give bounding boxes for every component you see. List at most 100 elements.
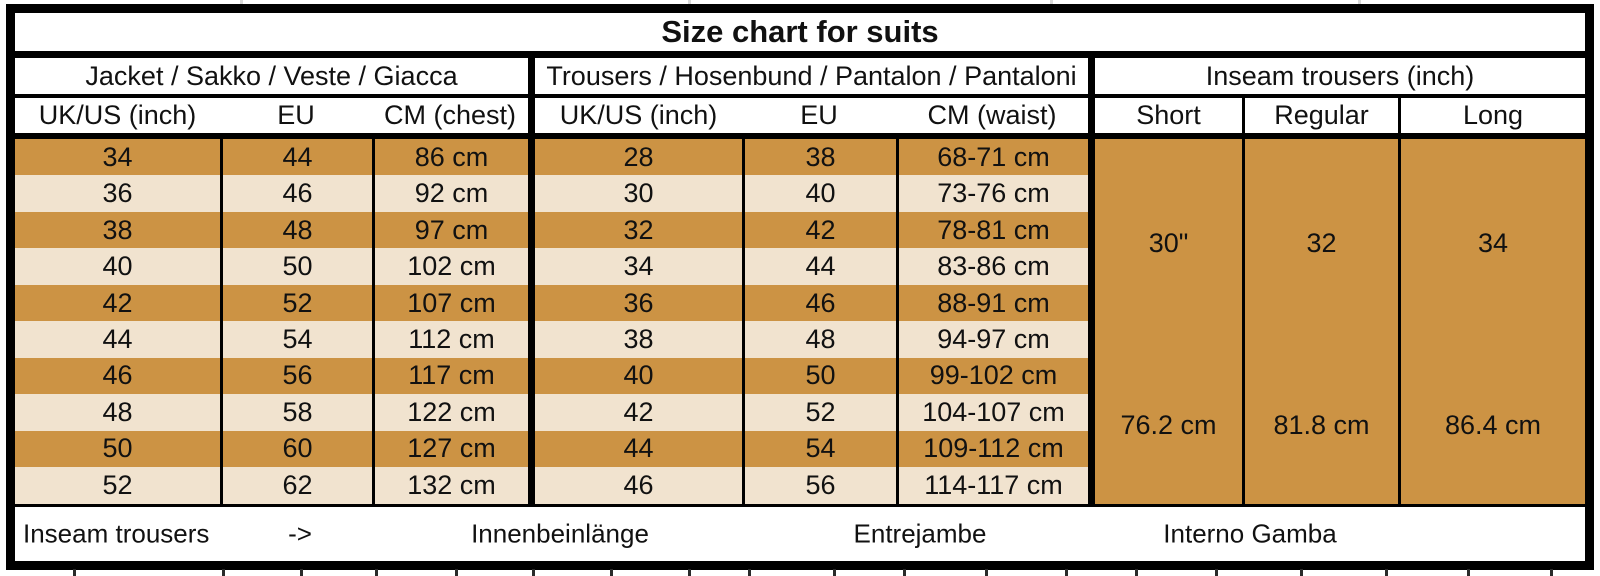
gridline-stub <box>1065 569 1068 576</box>
inseam-col-regular: Regular <box>1242 98 1398 133</box>
table-cell: 107 cm <box>372 284 528 322</box>
table-row: 34 44 83-86 cm <box>535 248 1088 285</box>
gridline-stub <box>1135 569 1138 576</box>
table-cell: 44 <box>742 248 896 285</box>
table-cell: 40 <box>535 357 742 395</box>
table-cell: 54 <box>220 321 372 358</box>
jacket-group-header: Jacket / Sakko / Veste / Giacca <box>15 58 535 94</box>
table-row: 30 40 73-76 cm <box>535 175 1088 212</box>
group-header-row: Jacket / Sakko / Veste / Giacca Trousers… <box>15 58 1585 98</box>
trousers-col-eu: EU <box>800 100 838 130</box>
table-cell: 48 <box>742 321 896 358</box>
table-row: 40 50 102 cm <box>15 248 528 285</box>
table-row: 40 50 99-102 cm <box>535 357 1088 395</box>
table-row: 34 44 86 cm <box>15 139 528 176</box>
arrow-icon: -> <box>288 518 312 549</box>
column-header-row: UK/US (inch) EU CM (chest) UK/US (inch) … <box>15 98 1585 139</box>
gridline-stub <box>833 569 836 576</box>
gridline-stub <box>688 569 691 576</box>
table-cell: 60 <box>220 430 372 468</box>
table-cell: 127 cm <box>372 430 528 468</box>
table-row: 48 58 122 cm <box>15 394 528 431</box>
trousers-col-cm: CM (waist) <box>927 100 1057 130</box>
jacket-col-ukus: UK/US (inch) <box>38 100 197 130</box>
table-cell: 34 <box>15 139 220 176</box>
table-cell: 34 <box>535 248 742 285</box>
gridline-stub <box>985 569 988 576</box>
inseam-col-long: Long <box>1398 98 1585 133</box>
inseam-long-inch: 34 <box>1398 139 1585 322</box>
gridline-stub <box>1215 569 1218 576</box>
table-row: 36 46 92 cm <box>15 175 528 212</box>
trousers-group-header: Trousers / Hosenbund / Pantalon / Pantal… <box>535 58 1095 94</box>
gridline-stub <box>1467 569 1470 576</box>
gridline-stub <box>455 569 458 576</box>
table-cell: 68-71 cm <box>896 139 1088 176</box>
gridline-stub <box>1358 0 1361 4</box>
gridline-stub <box>300 569 303 576</box>
gridline-stub <box>73 569 76 576</box>
table-cell: 104-107 cm <box>896 394 1088 431</box>
table-cell: 38 <box>535 321 742 358</box>
gridline-stub <box>1385 569 1388 576</box>
table-cell: 114-117 cm <box>896 467 1088 504</box>
footer-label-fr: Entrejambe <box>853 518 987 549</box>
table-cell: 99-102 cm <box>896 357 1088 395</box>
table-cell: 50 <box>742 357 896 395</box>
gridline-stub <box>532 569 535 576</box>
table-cell: 92 cm <box>372 175 528 212</box>
trousers-rows: 28 38 68-71 cm 30 40 73-76 cm 32 42 78-8… <box>535 139 1095 504</box>
table-cell: 52 <box>742 394 896 431</box>
table-cell: 44 <box>220 139 372 176</box>
table-cell: 54 <box>742 430 896 468</box>
table-row: 52 62 132 cm <box>15 467 528 504</box>
table-cell: 48 <box>15 394 220 431</box>
jacket-col-cm: CM (chest) <box>383 100 516 130</box>
table-cell: 97 cm <box>372 211 528 249</box>
gridline-stub <box>1300 569 1303 576</box>
table-cell: 132 cm <box>372 467 528 504</box>
table-cell: 32 <box>535 211 742 249</box>
table-cell: 40 <box>742 175 896 212</box>
inseam-short-cm: 76.2 cm <box>1120 409 1217 440</box>
table-row: 32 42 78-81 cm <box>535 211 1088 249</box>
table-cell: 102 cm <box>372 248 528 285</box>
gridline-stub <box>222 569 225 576</box>
table-cell: 42 <box>535 394 742 431</box>
jacket-rows: 34 44 86 cm 36 46 92 cm 38 48 97 cm <box>15 139 535 504</box>
table-row: 28 38 68-71 cm <box>535 139 1088 176</box>
table-cell: 109-112 cm <box>896 430 1088 468</box>
gridline-stub <box>375 569 378 576</box>
table-cell: 48 <box>220 211 372 249</box>
jacket-group-label: Jacket / Sakko / Veste / Giacca <box>85 60 458 91</box>
table-cell: 58 <box>220 394 372 431</box>
table-cell: 40 <box>15 248 220 285</box>
gridline-stub <box>1050 0 1053 4</box>
inseam-regular-inch: 32 <box>1242 139 1398 322</box>
inseam-regular-cm: 81.8 cm <box>1242 321 1398 504</box>
table-cell: 28 <box>535 139 742 176</box>
inseam-cm-row: 76.2 cm 81.8 cm 86.4 cm <box>1095 321 1585 504</box>
table-row: 50 60 127 cm <box>15 430 528 468</box>
table-cell: 42 <box>742 211 896 249</box>
table-cell: 117 cm <box>372 357 528 395</box>
table-row: 42 52 104-107 cm <box>535 394 1088 431</box>
table-cell: 36 <box>15 175 220 212</box>
table-row: 46 56 117 cm <box>15 357 528 395</box>
table-row: 46 56 114-117 cm <box>535 467 1088 504</box>
inseam-col-short: Short <box>1136 100 1201 130</box>
table-title: Size chart for suits <box>15 13 1585 58</box>
table-cell: 38 <box>15 211 220 249</box>
table-cell: 73-76 cm <box>896 175 1088 212</box>
table-cell: 56 <box>220 357 372 395</box>
trousers-col-ukus: UK/US (inch) <box>559 100 718 130</box>
table-cell: 50 <box>15 430 220 468</box>
table-row: 44 54 109-112 cm <box>535 430 1088 468</box>
table-cell: 78-81 cm <box>896 211 1088 249</box>
footer-label-it: Interno Gamba <box>1163 518 1337 549</box>
table-cell: 52 <box>15 467 220 504</box>
table-cell: 44 <box>15 321 220 358</box>
table-cell: 122 cm <box>372 394 528 431</box>
table-row: 38 48 97 cm <box>15 211 528 249</box>
gridline-stub <box>1550 569 1553 576</box>
